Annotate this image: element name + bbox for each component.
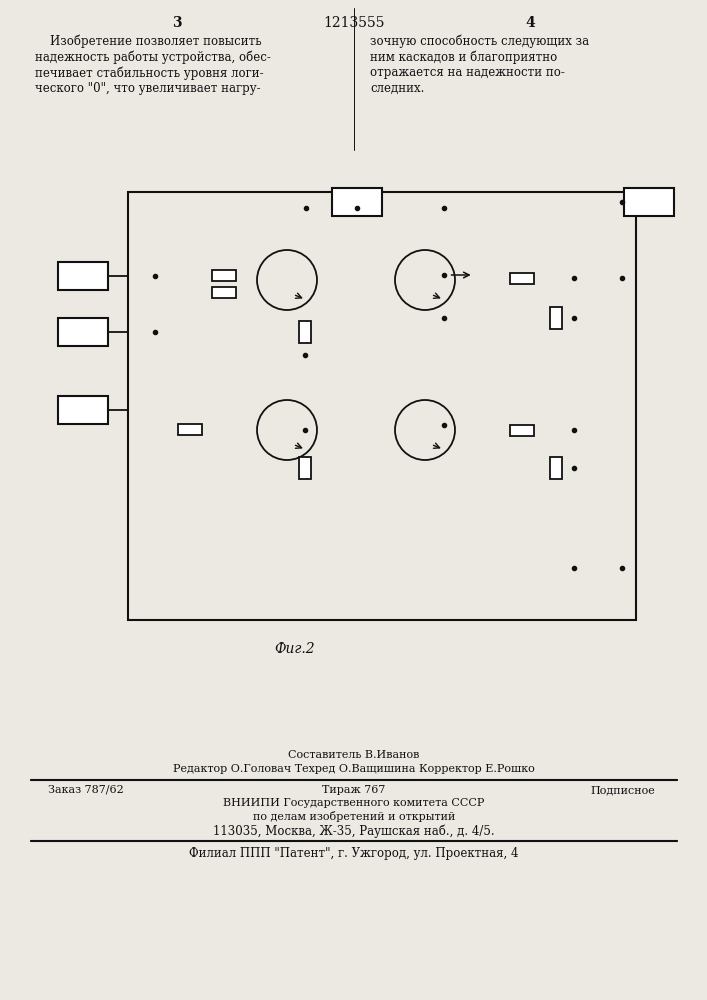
Bar (212, 270, 236, 281)
Bar (178, 424, 202, 435)
Text: 7: 7 (79, 403, 87, 416)
Bar (299, 321, 311, 343)
Text: 13: 13 (515, 260, 529, 269)
Text: Составитель В.Иванов: Составитель В.Иванов (288, 750, 420, 760)
Text: 4: 4 (430, 464, 438, 477)
Text: 9: 9 (353, 196, 361, 209)
Text: Редактор О.Головач Техред О.Ващишина Корректор Е.Рошко: Редактор О.Головач Техред О.Ващишина Кор… (173, 764, 535, 774)
Text: Фиг.2: Фиг.2 (275, 642, 315, 656)
Text: 14: 14 (515, 412, 529, 421)
Bar (58, 262, 108, 290)
Text: 1213555: 1213555 (323, 16, 385, 30)
Bar (550, 457, 562, 479)
Text: 3: 3 (430, 231, 438, 244)
Bar (510, 425, 534, 436)
Text: надежность работы устройства, обес-: надежность работы устройства, обес- (35, 50, 271, 64)
Bar (299, 457, 311, 479)
Text: следних.: следних. (370, 82, 424, 95)
Text: 6: 6 (79, 326, 87, 338)
Text: Тираж 767: Тираж 767 (322, 785, 386, 795)
Text: ним каскадов и благоприятно: ним каскадов и благоприятно (370, 50, 557, 64)
Bar (332, 188, 382, 216)
Text: Филиал ППП "Патент", г. Ужгород, ул. Проектная, 4: Филиал ППП "Патент", г. Ужгород, ул. Про… (189, 847, 519, 860)
Text: Заказ 787/62: Заказ 787/62 (48, 785, 124, 795)
Text: 2: 2 (279, 464, 286, 477)
Bar (58, 396, 108, 424)
Text: 2: 2 (309, 354, 316, 366)
Text: Изобретение позволяет повысить: Изобретение позволяет повысить (35, 34, 262, 47)
Text: по делам изобретений и открытий: по делам изобретений и открытий (253, 811, 455, 822)
Bar (58, 318, 108, 346)
Text: 3: 3 (173, 16, 182, 30)
Text: 10: 10 (476, 269, 490, 279)
Text: 113035, Москва, Ж-35, Раушская наб., д. 4/5.: 113035, Москва, Ж-35, Раушская наб., д. … (214, 824, 495, 838)
Text: 4: 4 (525, 16, 535, 30)
Text: печивает стабильность уровня логи-: печивает стабильность уровня логи- (35, 66, 264, 80)
Text: отражается на надежности по-: отражается на надежности по- (370, 66, 565, 79)
Text: 18: 18 (568, 464, 581, 473)
Text: 8: 8 (645, 196, 653, 209)
Text: зочную способность следующих за: зочную способность следующих за (370, 34, 589, 47)
Text: ВНИИПИ Государственного комитета СССР: ВНИИПИ Государственного комитета СССР (223, 798, 485, 808)
Bar (128, 192, 636, 620)
Text: Подписное: Подписное (590, 785, 655, 795)
Text: ческого "0", что увеличивает нагру-: ческого "0", что увеличивает нагру- (35, 82, 261, 95)
Text: 16: 16 (317, 464, 330, 473)
Text: 19: 19 (217, 257, 230, 266)
Bar (510, 273, 534, 284)
Text: 20: 20 (217, 301, 230, 310)
Bar (212, 287, 236, 298)
Text: 12: 12 (183, 411, 197, 420)
Text: 17: 17 (568, 314, 581, 322)
Bar (624, 188, 674, 216)
Bar (550, 307, 562, 329)
Text: 5: 5 (79, 269, 87, 282)
Text: 1: 1 (279, 231, 286, 244)
Text: 15: 15 (317, 328, 330, 336)
